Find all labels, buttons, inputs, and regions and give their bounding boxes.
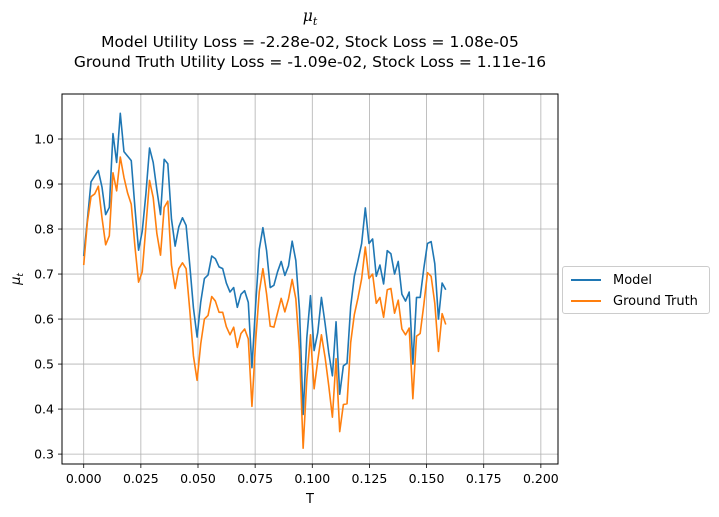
series-line-ground-truth	[82, 156, 447, 450]
legend-label-ground-truth: Ground Truth	[613, 293, 698, 309]
y-tick-label: 0.3	[34, 447, 54, 462]
x-tick-label: 0.200	[523, 471, 559, 486]
x-tick-label: 0.125	[352, 471, 388, 486]
y-tick-label: 0.7	[34, 267, 54, 282]
series-line-model	[82, 112, 447, 416]
x-tick-label: 0.075	[237, 471, 273, 486]
chart-title-model-loss: Model Utility Loss = -2.28e-02, Stock Lo…	[101, 33, 519, 52]
legend-label-model: Model	[613, 272, 653, 288]
legend-item-ground-truth: Ground Truth	[571, 291, 698, 311]
x-tick-label: 0.000	[66, 471, 102, 486]
axis-ticks: 0.000 0.025 0.050 0.075 0.100 0.125 0.150 0.175…	[34, 132, 559, 486]
x-tick-label: 0.175	[466, 471, 502, 486]
y-tick-label: 0.5	[34, 357, 54, 372]
chart-title: μt Model Utility Loss = -2.28e-02, Stock…	[0, 6, 620, 72]
y-tick-label: 1.0	[34, 132, 54, 147]
series-lines	[82, 112, 447, 450]
chart-title-ground-truth-loss: Ground Truth Utility Loss = -1.09e-02, S…	[73, 53, 547, 72]
y-tick-label: 0.9	[34, 177, 54, 192]
legend-swatch-model	[571, 279, 601, 281]
plot-frame	[61, 93, 559, 465]
legend-item-model: Model	[571, 270, 652, 290]
grid	[62, 94, 558, 464]
x-axis-label: T	[305, 492, 314, 507]
chart-title-symbol: μt	[302, 7, 318, 29]
x-tick-label: 0.025	[123, 471, 159, 486]
y-tick-label: 0.4	[34, 402, 54, 417]
x-tick-label: 0.050	[180, 471, 216, 486]
y-axis-label: μt	[9, 273, 26, 286]
y-tick-label: 0.6	[34, 312, 54, 327]
x-tick-label: 0.100	[294, 471, 330, 486]
legend: Model Ground Truth	[562, 266, 710, 314]
legend-swatch-ground-truth	[571, 300, 601, 302]
y-tick-label: 0.8	[34, 222, 54, 237]
x-tick-label: 0.150	[409, 471, 445, 486]
